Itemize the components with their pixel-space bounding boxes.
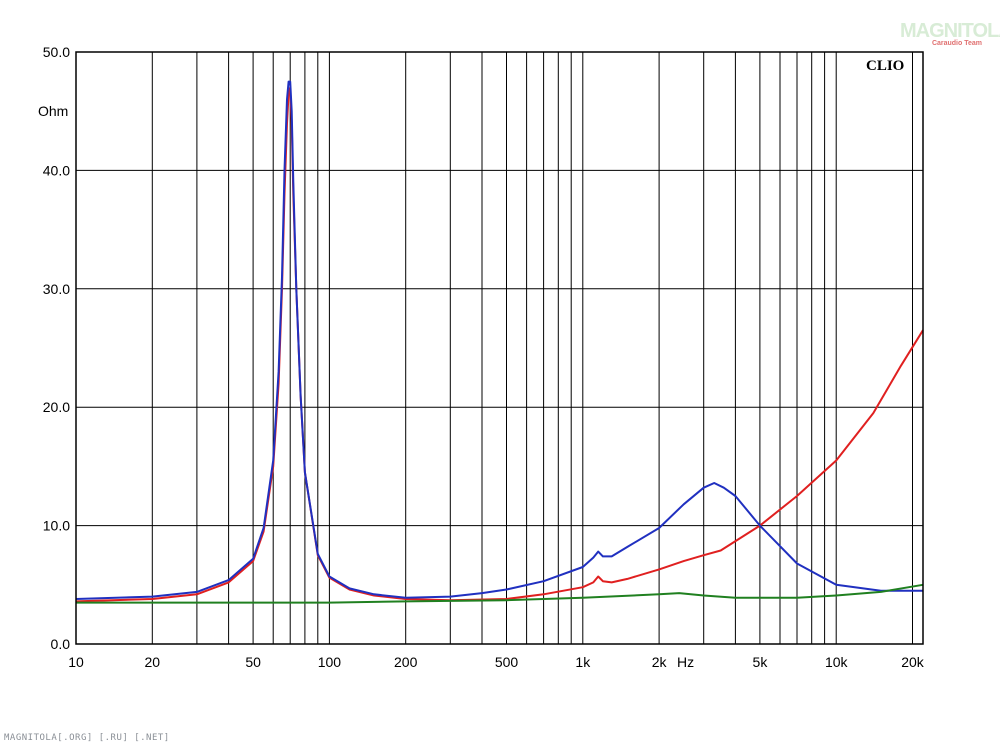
logo-subtitle: Caraudio Team	[931, 40, 982, 47]
x-axis-unit: Hz	[677, 654, 694, 670]
y-tick-label: 30.0	[43, 281, 70, 297]
y-axis-unit: Ohm	[38, 103, 68, 119]
series-line-3	[76, 583, 924, 604]
x-tick-label: 10	[68, 654, 84, 670]
y-tick-labels: 0.0 10.0 20.0 30.0 40.0 50.0	[43, 44, 70, 652]
x-tick-label: 20k	[901, 654, 925, 670]
clio-watermark: CLIO	[866, 58, 904, 74]
y-tick-label: 20.0	[43, 399, 70, 415]
x-tick-label: 1k	[575, 654, 591, 670]
x-tick-labels: 10 20 50 100 200 500 1k 2k 5k 10k 20k	[68, 654, 925, 670]
x-tick-label: 10k	[825, 654, 849, 670]
y-tick-label: 50.0	[43, 44, 70, 60]
magnitola-logo: MAGNITOLA Caraudio Team	[900, 20, 1000, 50]
y-tick-label: 10.0	[43, 518, 70, 534]
y-tick-label: 0.0	[51, 636, 71, 652]
plot-background	[76, 52, 923, 644]
x-tick-label: 5k	[753, 654, 769, 670]
y-tick-label: 40.0	[43, 162, 70, 178]
series-line-2	[75, 80, 923, 600]
series-layer	[75, 80, 924, 604]
x-tick-label: 200	[394, 654, 418, 670]
plot-frame	[75, 51, 924, 645]
x-tick-label: 2k	[652, 654, 668, 670]
x-tick-label: 100	[318, 654, 342, 670]
logo-text: MAGNITOLA	[900, 20, 1000, 42]
x-tick-label: 20	[144, 654, 160, 670]
x-tick-label: 50	[245, 654, 261, 670]
footer-text: MAGNITOLA[.ORG] [.RU] [.NET]	[4, 733, 170, 743]
x-tick-label: 500	[495, 654, 519, 670]
